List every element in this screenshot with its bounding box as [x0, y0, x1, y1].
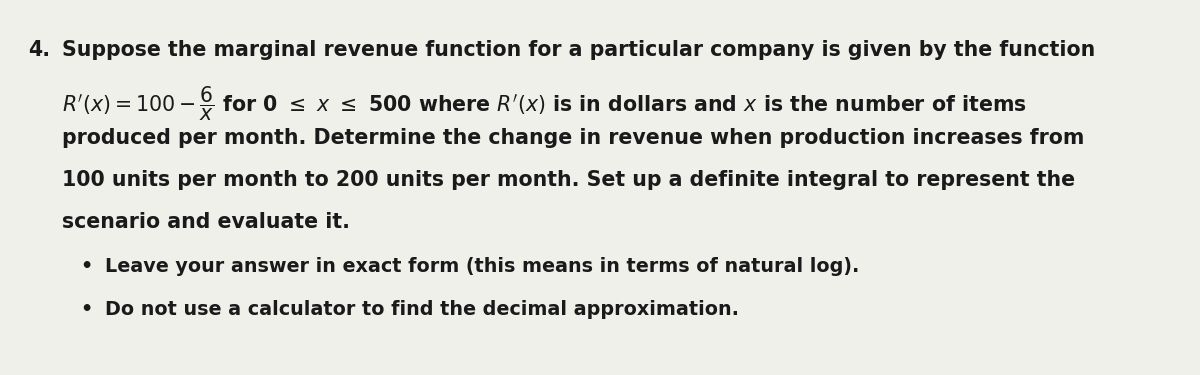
Text: 4.: 4.: [28, 40, 50, 60]
Text: produced per month. Determine the change in revenue when production increases fr: produced per month. Determine the change…: [62, 128, 1085, 148]
Text: Do not use a calculator to find the decimal approximation.: Do not use a calculator to find the deci…: [106, 300, 739, 319]
Text: Suppose the marginal revenue function for a particular company is given by the f: Suppose the marginal revenue function fo…: [62, 40, 1096, 60]
Text: scenario and evaluate it.: scenario and evaluate it.: [62, 212, 350, 232]
Text: Leave your answer in exact form (this means in terms of natural log).: Leave your answer in exact form (this me…: [106, 257, 859, 276]
Text: 100 units per month to 200 units per month. Set up a definite integral to repres: 100 units per month to 200 units per mon…: [62, 170, 1075, 190]
Text: •: •: [80, 257, 92, 276]
Text: •: •: [80, 300, 92, 319]
Text: $R'(x) = 100 - \dfrac{6}{x}$ for 0 $\leq$ $x$ $\leq$ 500 where $R'(x)$ is in dol: $R'(x) = 100 - \dfrac{6}{x}$ for 0 $\leq…: [62, 85, 1026, 123]
